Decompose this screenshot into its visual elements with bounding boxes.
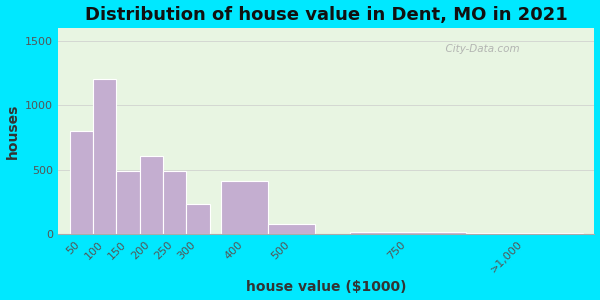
Bar — [140, 155, 163, 234]
Bar — [93, 80, 116, 234]
Bar — [221, 181, 268, 234]
Bar — [466, 233, 583, 234]
Bar — [268, 224, 314, 234]
Bar — [350, 232, 466, 234]
Bar — [163, 171, 186, 234]
Y-axis label: houses: houses — [5, 103, 20, 159]
X-axis label: house value ($1000): house value ($1000) — [246, 280, 406, 294]
Bar — [186, 205, 209, 234]
Bar — [70, 131, 93, 234]
Text: City-Data.com: City-Data.com — [439, 44, 520, 54]
Title: Distribution of house value in Dent, MO in 2021: Distribution of house value in Dent, MO … — [85, 6, 568, 24]
Bar — [116, 171, 140, 234]
